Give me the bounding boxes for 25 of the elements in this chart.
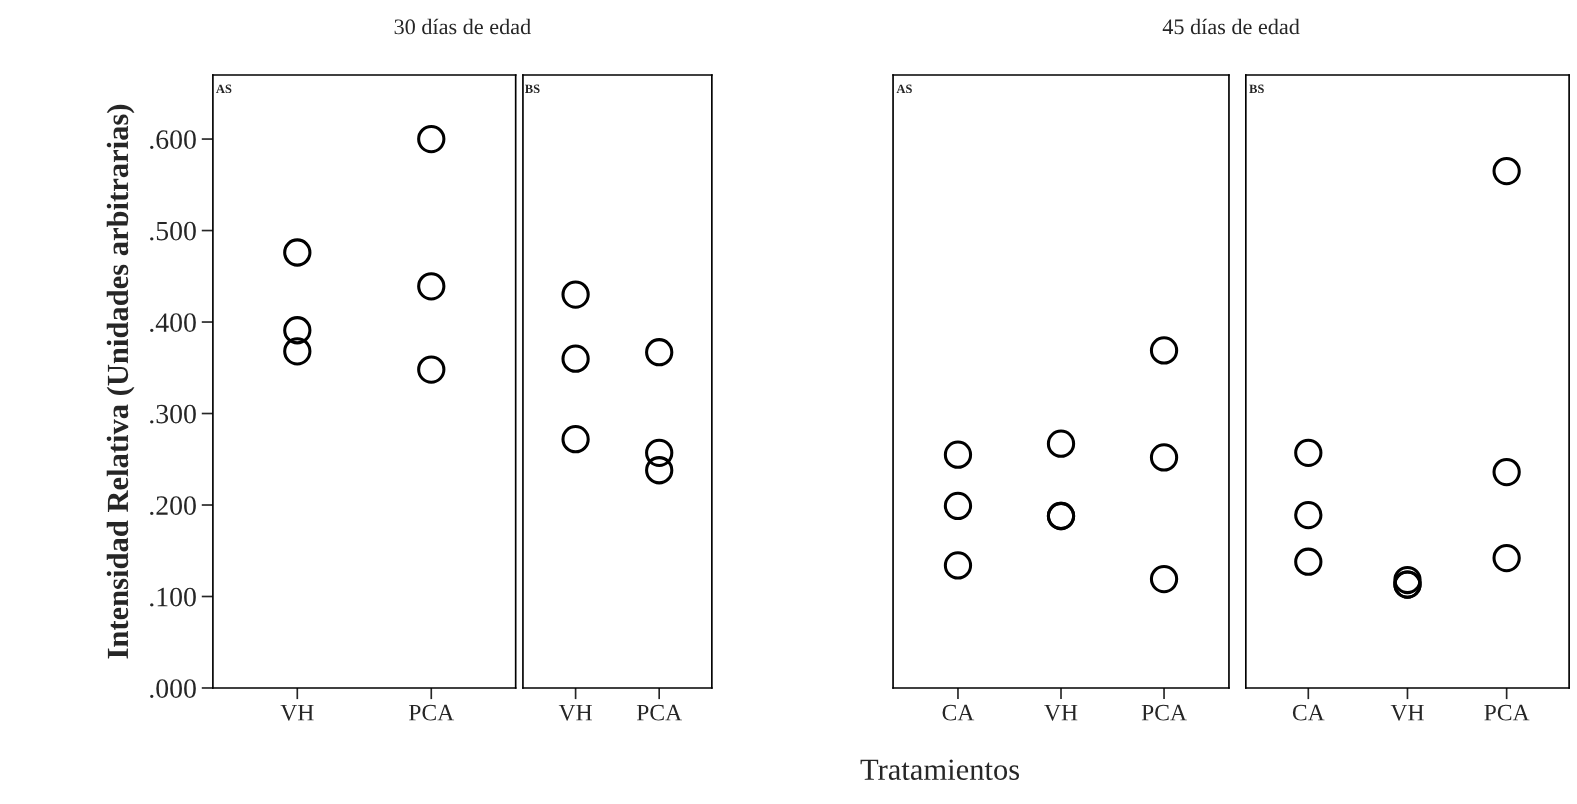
x-axis-title: Tratamientos [860,759,1020,780]
x-tick-label: PCA [636,704,682,721]
y-tick-label: .100 [150,587,196,607]
annotation: BS [525,84,540,93]
y-tick-label: .400 [150,313,196,333]
x-tick-label: PCA [1484,704,1530,721]
y-tick-label: .300 [150,404,196,424]
annotation: BS [1249,84,1264,93]
x-tick-label: CA [942,704,975,721]
annotation: AS [896,84,912,93]
y-axis-title: Intensidad Relativa (Unidades arbitrarias) [106,104,135,659]
chart-title: 45 días de edad [1162,18,1300,35]
x-tick-label: CA [1292,704,1325,721]
x-tick-label: VH [1390,704,1424,721]
y-tick-label: .200 [150,496,196,516]
chart-title: 30 días de edad [394,18,531,35]
y-tick-label: .600 [150,130,196,150]
x-tick-label: PCA [1141,704,1187,721]
x-tick-label: VH [1044,704,1078,721]
annotation: AS [216,84,232,93]
y-tick-label: .500 [150,221,196,241]
x-tick-label: VH [280,704,314,721]
x-tick-label: PCA [408,704,455,721]
y-tick-label: .000 [150,679,196,699]
x-tick-label: VH [558,704,592,721]
